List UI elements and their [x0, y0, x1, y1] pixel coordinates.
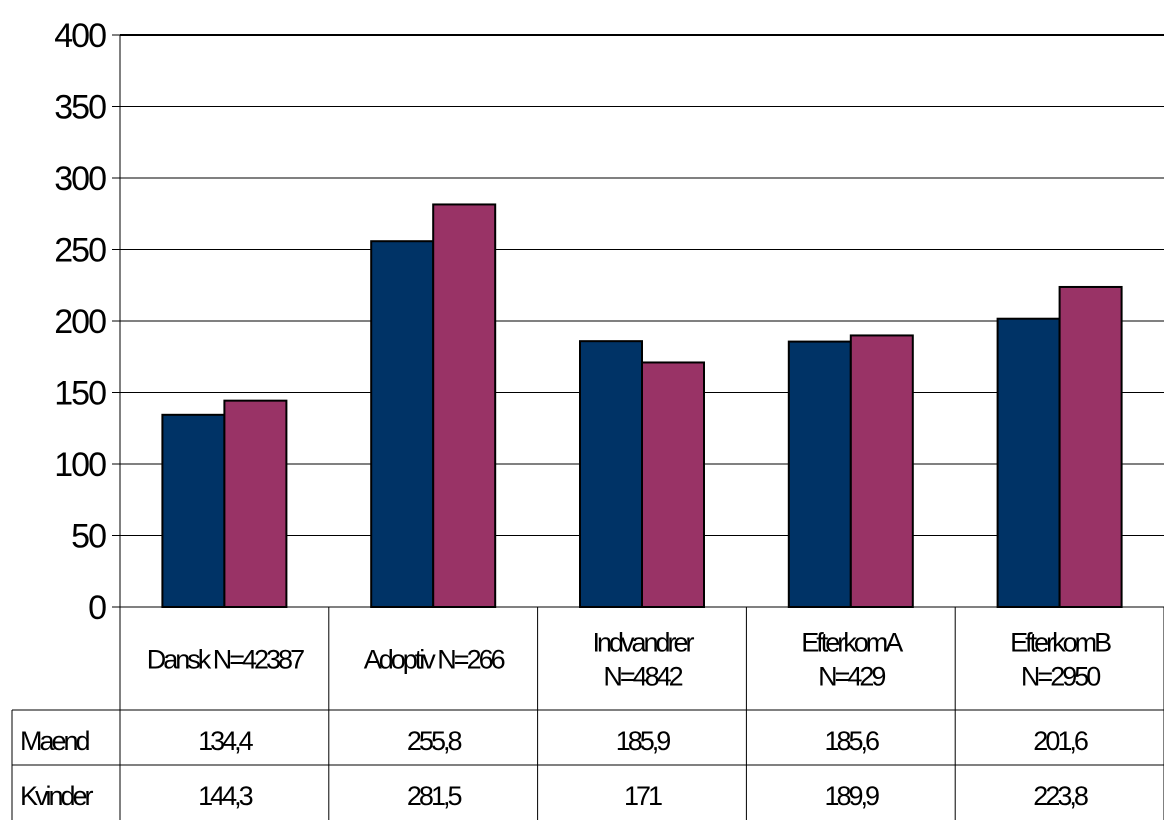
bar-maend-1: [161, 413, 226, 609]
gridlines: [120, 34, 1164, 536]
legend-label-kvinder: Kvinder: [20, 781, 94, 811]
y-tick-label: 100: [54, 446, 106, 484]
category-label: N=429: [818, 662, 885, 692]
bar-kvinder-3: [641, 361, 705, 608]
y-tick-labels: 0 50 100 150 200 250 300 350 400: [54, 17, 108, 627]
y-tick-label: 350: [54, 89, 106, 127]
bar-kvinder-5: [1058, 285, 1123, 608]
bar-maend-3: [579, 340, 643, 608]
bars: [161, 203, 1123, 609]
y-tick-label: 300: [54, 160, 106, 198]
data-label-kvinder: 144,3: [198, 781, 253, 811]
y-tick-label: 150: [54, 375, 106, 413]
y-tick-label: 0: [88, 589, 106, 627]
bar-maend-2: [370, 240, 435, 608]
category-label: EfterkomB: [1010, 628, 1111, 658]
legend-label-maend: Maend: [20, 726, 90, 756]
data-label-maend: 201,6: [1033, 726, 1088, 756]
data-table: Dansk N=42387 Adoptiv N=266 Indvandrer N=48…: [11, 607, 1164, 820]
category-label: Dansk N=42387: [147, 645, 304, 675]
bar-kvinder-2: [432, 203, 497, 609]
data-label-kvinder: 171: [624, 781, 662, 811]
bar-maend-5: [996, 317, 1061, 608]
data-label-maend: 134,4: [198, 726, 254, 756]
bar-kvinder-4: [849, 334, 914, 608]
bar-maend-4: [787, 340, 852, 608]
data-label-kvinder: 223,8: [1033, 781, 1088, 811]
y-tick-label: 200: [54, 303, 106, 341]
y-tick-label: 50: [71, 518, 106, 556]
category-label: Indvandrer: [592, 628, 694, 658]
y-tick-label: 400: [54, 17, 106, 55]
data-label-maend: 185,6: [825, 726, 880, 756]
category-label: N=4842: [603, 662, 682, 692]
data-label-maend: 185,9: [616, 726, 671, 756]
y-tick-label: 250: [54, 232, 106, 270]
bar-kvinder-1: [223, 399, 288, 608]
data-label-kvinder: 281,5: [407, 781, 462, 811]
data-label-maend: 255,8: [407, 726, 462, 756]
axes: [112, 34, 1164, 608]
data-label-kvinder: 189,9: [825, 781, 880, 811]
category-label: N=2950: [1021, 662, 1100, 692]
category-label: Adoptiv N=266: [364, 645, 505, 675]
category-label: EfterkomA: [801, 628, 903, 658]
